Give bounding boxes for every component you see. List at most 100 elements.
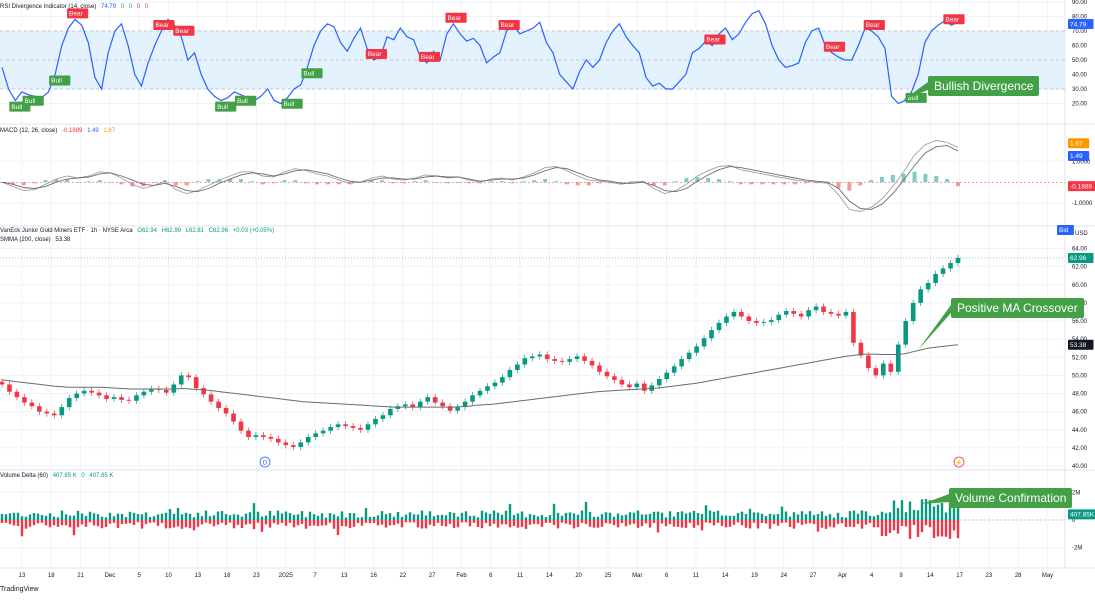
sell-volume-bar [408, 520, 412, 523]
bull-divergence-marker: Bull [301, 68, 323, 79]
volume-axis-tick: -2M [1072, 546, 1082, 552]
buy-volume-bar [292, 514, 296, 520]
sell-volume-bar [688, 520, 692, 523]
sell-volume-bar [640, 520, 644, 527]
buy-volume-bar [296, 514, 300, 520]
dividend-marker-label: D [263, 461, 268, 467]
macd-value-tag-bg [1068, 138, 1090, 149]
buy-volume-bar [640, 514, 644, 520]
bear-divergence-marker-label: Bear [155, 22, 170, 29]
buy-volume-bar [888, 512, 892, 520]
sell-volume-bar [380, 520, 384, 525]
buy-volume-bar [120, 513, 124, 520]
buy-volume-bar [924, 498, 928, 520]
candle-body [111, 397, 117, 399]
buy-volume-bar [532, 514, 536, 520]
sell-volume-bar [176, 520, 180, 527]
earnings-marker-circle [953, 456, 965, 468]
sell-volume-bar [760, 520, 764, 523]
buy-volume-bar [608, 512, 612, 520]
buy-volume-bar [796, 514, 800, 520]
buy-volume-bar [524, 517, 528, 520]
buy-volume-bar [780, 506, 784, 520]
candle-body [701, 338, 707, 347]
buy-volume-bar [464, 511, 468, 520]
buy-volume-bar [860, 510, 864, 520]
candle-body [746, 316, 752, 322]
price-axis-tick: 46.00 [1072, 410, 1088, 416]
dividend-event-marker[interactable]: D [259, 456, 271, 468]
sell-volume-bar [472, 520, 476, 523]
buy-volume-bar [872, 516, 876, 520]
sell-volume-bar [864, 520, 868, 525]
sell-volume-bar [260, 520, 264, 532]
price-axis-tick: 56.00 [1072, 319, 1088, 325]
buy-volume-bar [44, 515, 48, 520]
buy-volume-bar [16, 512, 20, 520]
bull-divergence-marker-label: Bull [237, 98, 248, 105]
buy-volume-bar [604, 512, 608, 520]
buy-volume-bar [948, 500, 952, 520]
buy-volume-bar [592, 516, 596, 520]
symbol-title: VanEck Junior Gold Miners ETF · 1h · NYS… [0, 228, 133, 234]
time-axis[interactable]: 13 18 21 Dec 5 10 13 18 23 2025 7 13 16 22 27 Feb 6 11 14 2… [19, 572, 1054, 579]
sell-volume-bar [168, 520, 172, 529]
bear-divergence-marker-label: Bear [826, 44, 841, 51]
sell-volume-bar [780, 520, 784, 523]
macd-histogram-bar [879, 177, 884, 183]
buy-volume-bar [200, 516, 204, 520]
sell-volume-bar [848, 520, 852, 527]
buy-volume-bar [648, 513, 652, 520]
sell-volume-bar [128, 520, 132, 524]
candle-body [686, 352, 692, 360]
buy-volume-bar [60, 510, 64, 520]
sell-volume-bar [492, 520, 496, 524]
right-price-scale[interactable]: 90.00 80.00 70.00 60.00 50.00 40.00 30.00 20.00… [1057, 0, 1095, 552]
buy-volume-bar [12, 512, 16, 520]
buy-volume-bar [116, 513, 120, 520]
sell-volume-bar [180, 520, 184, 529]
earnings-event-marker[interactable]: ⚡ [953, 456, 965, 468]
sell-volume-bar [132, 520, 136, 525]
buy-volume-bar [528, 514, 532, 520]
candle-body [492, 382, 498, 387]
candle-body [754, 321, 759, 323]
sell-volume-bar [788, 520, 792, 527]
time-axis-label: 18 [48, 573, 55, 579]
candle-body [350, 426, 356, 428]
sell-volume-bar [936, 520, 940, 537]
sell-volume-bar [216, 520, 220, 525]
time-axis-label: 6 [665, 573, 669, 579]
buy-volume-bar [328, 513, 332, 520]
tradingview-logo[interactable]: TradingView [0, 586, 39, 593]
buy-volume-bar [560, 515, 564, 520]
candle-body [96, 392, 102, 396]
buy-volume-bar [704, 505, 708, 520]
buy-volume-bar [80, 513, 84, 520]
price-axis-tick: 52.00 [1072, 355, 1088, 361]
candle-body [552, 359, 557, 361]
sell-volume-bar [104, 520, 108, 528]
volume-header-value: 0 [81, 473, 85, 479]
buy-volume-bar [268, 510, 272, 520]
macd-histogram-bar [749, 182, 754, 185]
sell-volume-bar [452, 520, 456, 528]
macd-histogram-bar [803, 182, 808, 184]
sell-volume-bar [300, 520, 304, 524]
macd-histogram-bar [456, 182, 461, 183]
macd-histogram-bar [901, 173, 906, 183]
rsi-last-value-tag-label: 74.79 [1070, 21, 1087, 28]
bear-divergence-marker-label: Bear [501, 22, 516, 29]
candle-body [193, 377, 199, 389]
buy-volume-bar [180, 514, 184, 520]
macd-histogram-bar [510, 182, 515, 184]
buy-volume-bar [208, 516, 212, 520]
volume-header: Volume Delta (60) 407.85 K 0 407.85 K [0, 473, 113, 479]
time-axis-label: 10 [165, 573, 172, 579]
macd-histogram-bar [412, 181, 417, 183]
callout-pointer [918, 305, 951, 350]
sell-volume-bar [648, 520, 652, 528]
buy-volume-bar [928, 500, 932, 520]
sell-volume-bar [400, 520, 404, 528]
